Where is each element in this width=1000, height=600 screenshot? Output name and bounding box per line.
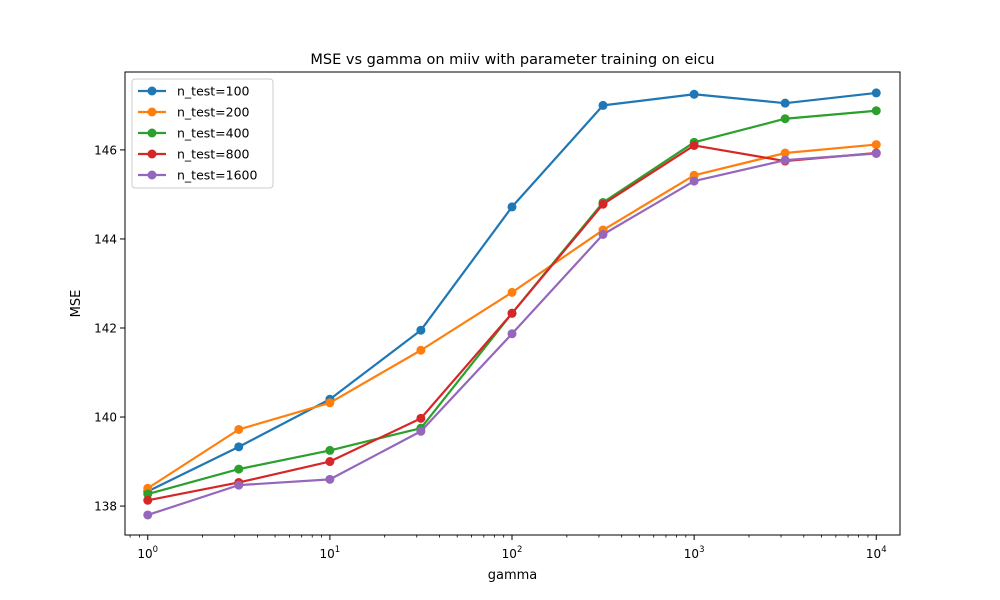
x-tick-label-base: 10 (502, 547, 517, 561)
x-tick-label: 101 (320, 545, 341, 561)
data-point (871, 88, 881, 98)
x-tick-label-base: 10 (137, 547, 152, 561)
data-point (416, 426, 426, 436)
data-point (234, 464, 244, 474)
legend-marker (147, 149, 157, 159)
y-tick-label: 146 (94, 143, 117, 157)
data-point (507, 329, 517, 339)
data-point (689, 140, 699, 150)
y-tick-label: 140 (94, 411, 117, 425)
x-tick-label-base: 10 (866, 547, 881, 561)
data-point (143, 510, 153, 520)
data-point (507, 308, 517, 318)
legend-marker (147, 86, 157, 96)
x-tick-label: 103 (684, 545, 705, 561)
data-point (143, 495, 153, 505)
legend-label: n_test=100 (177, 84, 250, 99)
legend-label: n_test=400 (177, 126, 250, 141)
series-n_test=1600 (143, 148, 881, 520)
chart-title: MSE vs gamma on miiv with parameter trai… (310, 52, 714, 68)
data-point (507, 202, 517, 212)
data-point (416, 413, 426, 423)
legend-label: n_test=800 (177, 147, 250, 162)
data-point (325, 398, 335, 408)
legend-item: n_test=400 (138, 126, 250, 141)
legend-marker (147, 170, 157, 180)
legend-label: n_test=200 (177, 105, 250, 120)
data-point (871, 140, 881, 150)
data-point (598, 229, 608, 239)
legend-item: n_test=1600 (138, 168, 258, 183)
y-tick-label: 138 (94, 500, 117, 514)
data-point (325, 457, 335, 467)
data-point (689, 89, 699, 99)
y-axis-label: MSE (69, 290, 84, 318)
x-tick-label-base: 10 (320, 547, 335, 561)
series-lines (143, 88, 881, 520)
x-tick-label-exponent: 2 (517, 545, 522, 555)
data-point (598, 199, 608, 209)
data-point (780, 114, 790, 124)
data-point (871, 106, 881, 116)
legend-marker (147, 107, 157, 117)
data-point (598, 100, 608, 110)
x-tick-label-exponent: 0 (153, 545, 158, 555)
x-tick-label: 102 (502, 545, 523, 561)
legend-items: n_test=100 n_test=200 n_test=400 n_test=800… (138, 84, 258, 183)
legend-label: n_test=1600 (177, 168, 258, 183)
legend: n_test=100 n_test=200 n_test=400 n_test=800… (131, 78, 274, 189)
x-tick-label-base: 10 (684, 547, 699, 561)
legend-item: n_test=800 (138, 147, 250, 162)
plot-frame (124, 71, 901, 536)
data-point (507, 287, 517, 297)
data-point (143, 489, 153, 499)
data-point (325, 445, 335, 455)
data-point (325, 474, 335, 484)
legend-item: n_test=200 (138, 105, 250, 120)
x-tick-label: 104 (866, 545, 887, 561)
x-tick-label-exponent: 4 (881, 545, 886, 555)
data-point (234, 442, 244, 452)
x-tick-label: 100 (137, 545, 158, 561)
data-point (416, 345, 426, 355)
x-tick-label-exponent: 1 (335, 545, 340, 555)
data-point (234, 480, 244, 490)
legend-box (131, 78, 274, 189)
data-point (871, 148, 881, 158)
data-point (780, 155, 790, 165)
x-tick-label-exponent: 3 (699, 545, 704, 555)
x-axis-label: gamma (488, 568, 538, 583)
legend-marker (147, 128, 157, 138)
y-tick-label: 144 (94, 232, 117, 246)
y-tick-label: 142 (94, 321, 117, 335)
data-point (780, 98, 790, 108)
data-point (416, 325, 426, 335)
data-point (689, 176, 699, 186)
legend-item: n_test=100 (138, 84, 250, 99)
data-point (234, 424, 244, 434)
data-point (780, 148, 790, 158)
